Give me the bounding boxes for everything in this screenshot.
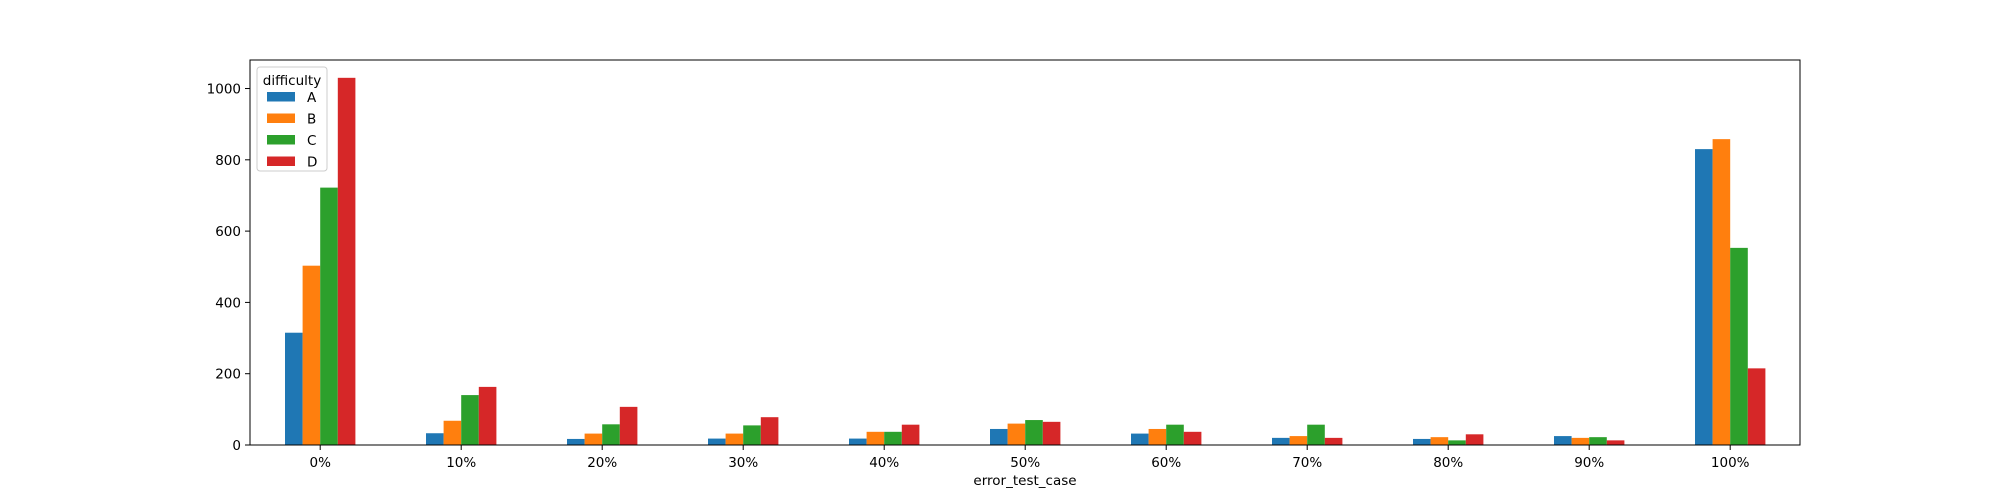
bar-B-30%: [725, 433, 744, 445]
y-tick-label: 0: [232, 438, 241, 454]
bar-B-60%: [1148, 428, 1167, 445]
bar-A-100%: [1695, 149, 1713, 445]
bar-A-0%: [285, 332, 303, 445]
bar-B-0%: [302, 265, 321, 445]
x-tick-label: 10%: [446, 455, 476, 471]
bar-A-20%: [567, 438, 585, 445]
bar-C-80%: [1448, 440, 1466, 445]
bar-B-80%: [1430, 437, 1449, 445]
bar-C-40%: [884, 431, 902, 445]
bar-C-70%: [1307, 424, 1325, 445]
bar-D-90%: [1606, 440, 1625, 445]
bar-D-30%: [760, 417, 779, 445]
x-axis: 0% 10% 20% 30% 40% 50% 60% 70% 80% 90% 100%: [309, 445, 1750, 471]
legend-swatch-B: [267, 113, 295, 123]
bar-A-70%: [1272, 437, 1290, 445]
legend-label-C: C: [307, 133, 316, 149]
y-tick-label: 400: [215, 295, 241, 311]
bar-C-90%: [1589, 437, 1607, 445]
bar-B-40%: [866, 431, 885, 445]
x-tick-label: 70%: [1292, 455, 1322, 471]
legend-swatch-D: [267, 156, 295, 166]
bar-D-10%: [478, 386, 497, 445]
bar-D-50%: [1042, 421, 1061, 445]
bar-D-100%: [1747, 368, 1766, 445]
bar-A-50%: [990, 428, 1008, 445]
x-tick-label: 80%: [1433, 455, 1463, 471]
x-tick-label: 100%: [1711, 455, 1750, 471]
legend-swatch-C: [267, 135, 295, 145]
legend-label-A: A: [307, 90, 317, 106]
bar-D-0%: [337, 77, 356, 445]
bar-A-80%: [1413, 438, 1431, 445]
y-tick-label: 800: [215, 153, 241, 169]
y-tick-label: 200: [215, 367, 241, 383]
bar-D-20%: [619, 406, 638, 445]
bar-D-80%: [1465, 434, 1484, 445]
x-tick-label: 50%: [1010, 455, 1040, 471]
bar-B-10%: [443, 420, 462, 445]
bar-B-50%: [1007, 423, 1026, 445]
bar-B-100%: [1712, 139, 1731, 445]
bars-layer: [285, 77, 1766, 445]
y-axis: 0 200 400 600 800 1000: [207, 82, 250, 454]
bar-A-90%: [1554, 436, 1572, 445]
bar-A-10%: [426, 433, 444, 445]
bar-C-50%: [1025, 420, 1043, 445]
bar-D-60%: [1183, 431, 1202, 445]
x-tick-label: 90%: [1574, 455, 1604, 471]
y-tick-label: 1000: [207, 82, 241, 98]
legend-swatch-A: [267, 92, 295, 102]
bar-C-60%: [1166, 424, 1184, 445]
bar-C-10%: [461, 395, 479, 445]
bar-C-100%: [1730, 247, 1748, 445]
bar-A-40%: [849, 438, 867, 445]
x-tick-label: 60%: [1151, 455, 1181, 471]
x-tick-label: 40%: [869, 455, 899, 471]
bar-C-30%: [743, 425, 761, 445]
bar-B-90%: [1571, 437, 1590, 445]
bar-B-20%: [584, 433, 603, 445]
x-tick-label: 0%: [309, 455, 331, 471]
bar-C-20%: [602, 424, 620, 445]
legend-title: difficulty: [263, 73, 321, 89]
x-tick-label: 20%: [587, 455, 617, 471]
y-tick-label: 600: [215, 224, 241, 240]
legend-label-B: B: [307, 112, 316, 128]
legend-label-D: D: [307, 155, 317, 171]
bar-A-60%: [1131, 433, 1149, 445]
x-axis-label: error_test_case: [973, 473, 1076, 489]
x-tick-label: 30%: [728, 455, 758, 471]
bar-D-40%: [901, 424, 920, 445]
bar-A-30%: [708, 438, 726, 445]
bar-B-70%: [1289, 436, 1308, 445]
bar-C-0%: [320, 187, 338, 445]
bar-D-70%: [1324, 437, 1343, 445]
